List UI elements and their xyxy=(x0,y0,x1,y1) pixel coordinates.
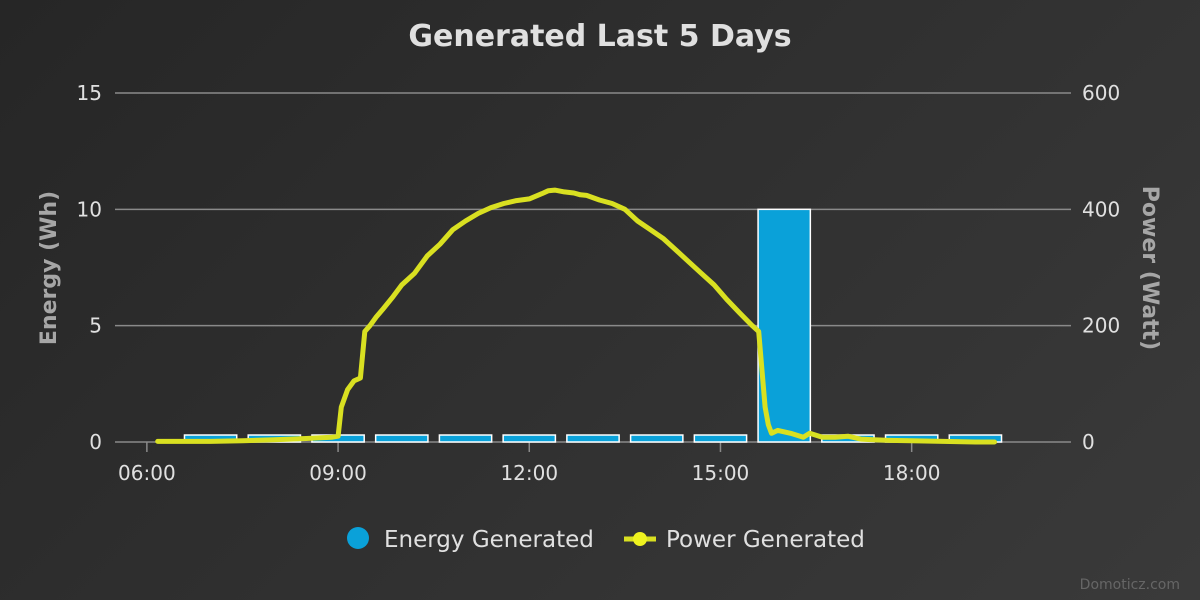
energy-bar[interactable] xyxy=(374,434,429,443)
left-tick-label: 0 xyxy=(89,430,102,454)
power-line[interactable] xyxy=(155,187,997,445)
left-tick-label: 10 xyxy=(77,197,102,221)
power-line-layer[interactable] xyxy=(155,187,997,445)
right-tick-label: 400 xyxy=(1082,197,1120,221)
x-tick-label: 09:00 xyxy=(309,461,367,485)
x-tick-label: 12:00 xyxy=(500,461,558,485)
right-tick-label: 0 xyxy=(1082,430,1095,454)
grid-lines xyxy=(115,92,1071,443)
credit-text[interactable]: Domoticz.com xyxy=(1080,577,1180,593)
right-tick-label: 200 xyxy=(1082,314,1120,338)
energy-bar[interactable] xyxy=(502,434,557,443)
energy-bar[interactable] xyxy=(438,434,493,443)
legend: Energy Generated Power Generated xyxy=(347,527,865,553)
energy-bar[interactable] xyxy=(693,434,748,443)
x-tick-label: 06:00 xyxy=(118,461,176,485)
left-axis-ticks: 0 5 10 15 xyxy=(77,81,102,454)
energy-bar[interactable] xyxy=(566,434,620,443)
legend-power-marker xyxy=(633,532,647,546)
right-axis-ticks: 0 200 400 600 xyxy=(1082,81,1120,454)
x-tick-label: 18:00 xyxy=(883,461,941,485)
energy-bar[interactable] xyxy=(629,434,684,443)
legend-energy-label: Energy Generated xyxy=(384,527,594,553)
left-axis-title: Energy (Wh) xyxy=(37,191,62,345)
right-axis-title: Power (Watt) xyxy=(1137,186,1162,350)
x-axis: 06:00 09:00 12:00 15:00 18:00 xyxy=(118,442,940,485)
chart-title: Generated Last 5 Days xyxy=(408,19,791,54)
x-tick-label: 15:00 xyxy=(692,461,750,485)
legend-power-label: Power Generated xyxy=(666,527,865,553)
right-tick-label: 600 xyxy=(1082,81,1120,105)
left-tick-label: 5 xyxy=(89,314,102,338)
left-tick-label: 15 xyxy=(77,81,102,105)
legend-item-power[interactable]: Power Generated xyxy=(624,527,865,553)
legend-item-energy[interactable]: Energy Generated xyxy=(347,527,594,553)
legend-energy-marker xyxy=(347,527,369,549)
